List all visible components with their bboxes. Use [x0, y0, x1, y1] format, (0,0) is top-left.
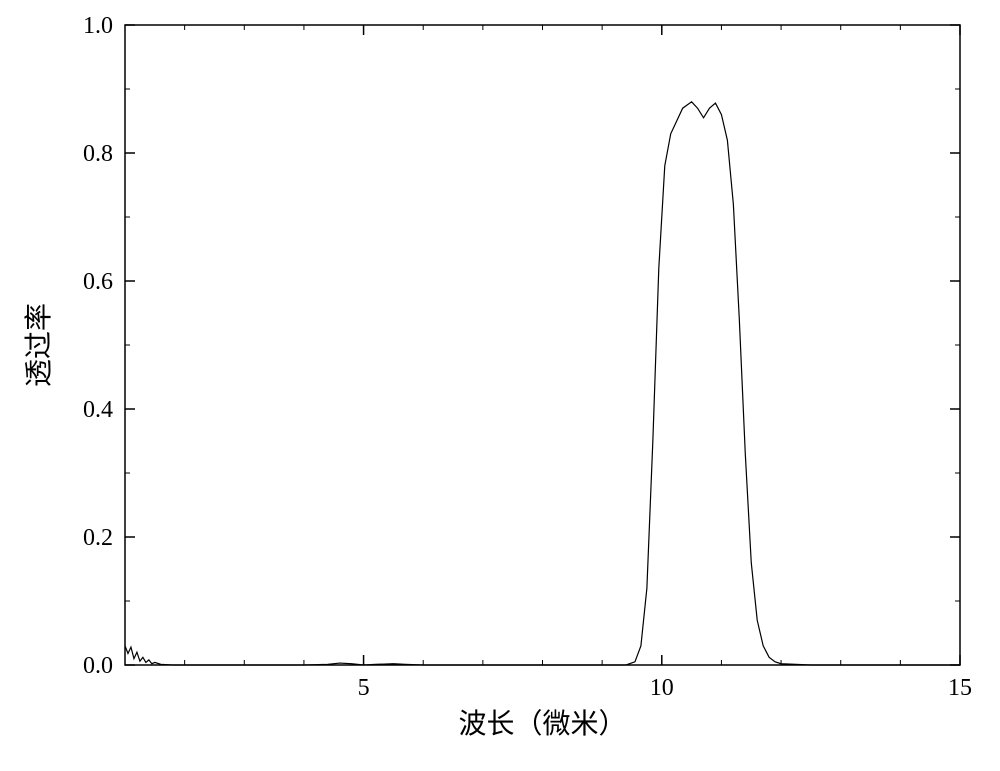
transmittance-curve — [125, 102, 960, 665]
y-axis-label: 透过率 — [23, 303, 55, 387]
chart-container: 5 10 15 0.0 0.2 0.4 0.6 0.8 1.0 波长（微米） 透过率 — [0, 0, 1000, 771]
y-tick-label: 1.0 — [83, 13, 113, 39]
y-tick-label: 0.4 — [83, 397, 113, 423]
chart-svg: 5 10 15 0.0 0.2 0.4 0.6 0.8 1.0 波长（微米） 透过率 — [0, 0, 1000, 771]
y-tick-label: 0.8 — [83, 141, 113, 167]
x-tick-label: 15 — [948, 675, 972, 701]
y-tick-label: 0.0 — [83, 653, 113, 679]
y-tick-label: 0.2 — [83, 525, 113, 551]
y-tick-label: 0.6 — [83, 269, 113, 295]
x-tick-label: 10 — [650, 675, 674, 701]
x-axis-label: 波长（微米） — [458, 708, 626, 740]
x-tick-label: 5 — [358, 675, 370, 701]
